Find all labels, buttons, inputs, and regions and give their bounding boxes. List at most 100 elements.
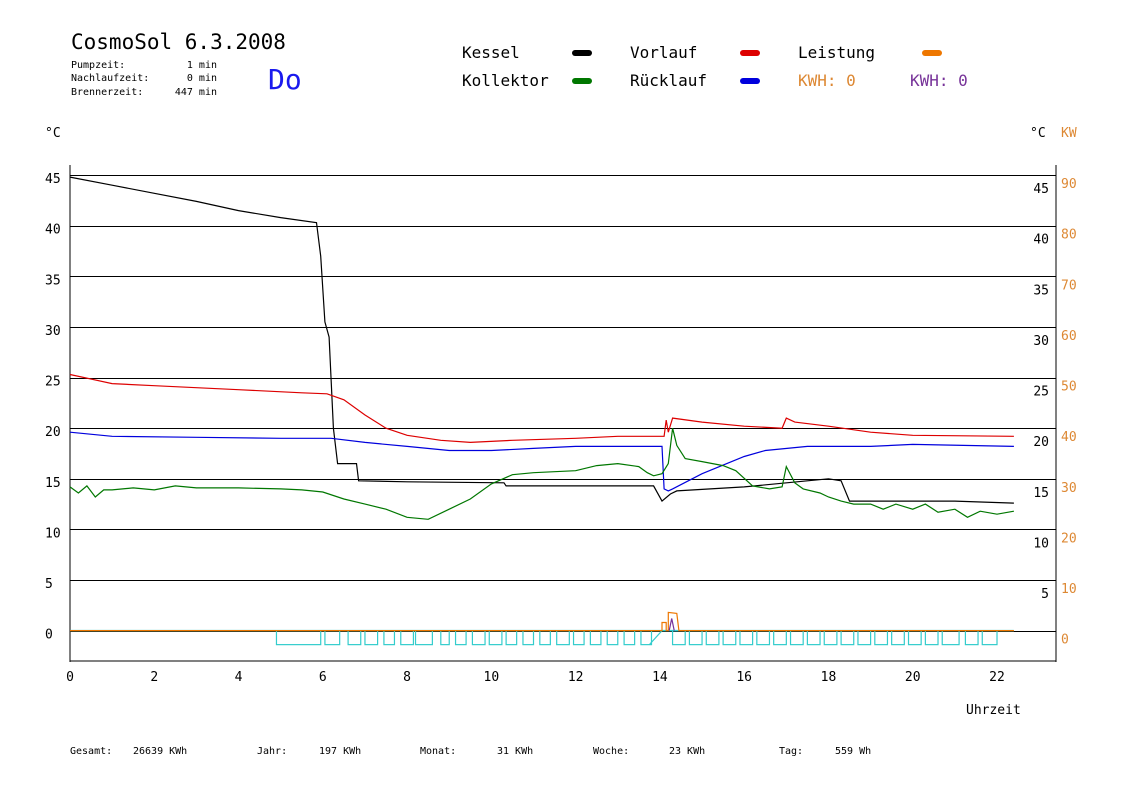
pump-box-5 <box>400 630 415 646</box>
pump-box-24 <box>739 630 754 646</box>
pump-box-32 <box>874 630 889 646</box>
x-tick-10: 10 <box>484 670 500 685</box>
series-kwh-spike <box>668 618 675 631</box>
y-tick-kw-40: 40 <box>1061 430 1077 445</box>
series-rcklauf-line <box>69 431 1014 492</box>
pump-box-3 <box>364 630 379 646</box>
x-tick-4: 4 <box>235 670 243 685</box>
y-tick-left-35: 35 <box>45 273 61 288</box>
footer-monat-value: 31 KWh <box>497 746 533 757</box>
y-tick-left-25: 25 <box>45 375 61 390</box>
y-tick-left-20: 20 <box>45 425 61 440</box>
pump-box-1 <box>324 630 341 646</box>
y-tick-right-45: 45 <box>1033 182 1049 197</box>
x-tick-6: 6 <box>319 670 327 685</box>
footer-jahr-label: Jahr: <box>257 746 287 757</box>
y-tick-kw-30: 30 <box>1061 481 1077 496</box>
y-tick-left-45: 45 <box>45 172 61 187</box>
footer-woche-label: Woche: <box>593 746 629 757</box>
pump-box-6 <box>414 630 433 646</box>
y-tick-right-15: 15 <box>1033 486 1049 501</box>
pump-box-31 <box>857 630 872 646</box>
stat-brennerzeit-value: 447 min <box>175 87 217 98</box>
pump-box-20 <box>671 630 686 646</box>
legend-kwh-purple: KWH: 0 <box>910 71 968 90</box>
stat-nachlaufzeit-label: Nachlaufzeit: <box>71 73 149 84</box>
y-tick-left-10: 10 <box>45 526 61 541</box>
footer-totals: Gesamt: 26639 KWh Jahr: 197 KWh Monat: 3… <box>70 746 871 757</box>
stat-brennerzeit-label: Brennerzeit: <box>71 87 143 98</box>
y-tick-left-30: 30 <box>45 324 61 339</box>
legend-kessel-label: Kessel <box>462 43 520 62</box>
y-tick-right-10: 10 <box>1033 536 1049 551</box>
x-tick-18: 18 <box>821 670 837 685</box>
footer-tag-label: Tag: <box>779 746 803 757</box>
pump-box-4 <box>383 630 396 646</box>
series-lines <box>69 176 1015 632</box>
series-kessel-line <box>69 176 1014 504</box>
y-tick-kw-0: 0 <box>1061 633 1069 648</box>
pump-box-11 <box>505 630 518 646</box>
footer-tag-value: 559 Wh <box>835 746 871 757</box>
tick-labels: 0510152025303540455101520253035404501020… <box>45 172 1077 685</box>
pump-box-38 <box>981 630 998 646</box>
stat-pumpzeit-label: Pumpzeit: <box>71 60 125 71</box>
y-tick-right-5: 5 <box>1041 587 1049 602</box>
x-tick-0: 0 <box>66 670 74 685</box>
chart-title: CosmoSol 6.3.2008 <box>71 30 286 54</box>
y-tick-kw-80: 80 <box>1061 228 1077 243</box>
y-tick-kw-60: 60 <box>1061 329 1077 344</box>
legend-vorlauf-swatch <box>740 50 760 56</box>
pump-box-29 <box>823 630 838 646</box>
stats-block: Pumpzeit: 1 min Nachlaufzeit: 0 min Bren… <box>71 60 217 98</box>
stat-nachlaufzeit-value: 0 min <box>187 73 217 84</box>
y-axis-label-kw: KW <box>1061 126 1077 141</box>
y-tick-right-25: 25 <box>1033 385 1049 400</box>
pump-box-21 <box>688 630 703 646</box>
y-tick-kw-50: 50 <box>1061 380 1077 395</box>
x-tick-14: 14 <box>652 670 668 685</box>
legend-vorlauf-label: Vorlauf <box>630 43 697 62</box>
pump-box-7 <box>440 630 450 646</box>
x-tick-22: 22 <box>989 670 1005 685</box>
pump-box-13 <box>539 630 551 646</box>
pump-box-12 <box>522 630 535 646</box>
pump-box-26 <box>773 630 787 646</box>
footer-woche-value: 23 KWh <box>669 746 705 757</box>
pump-box-30 <box>840 630 855 646</box>
y-axis-label-left: °C <box>45 126 61 141</box>
pump-box-8 <box>454 630 467 646</box>
pump-box-19 <box>640 630 653 646</box>
pump-box-37 <box>964 630 979 646</box>
grid <box>70 175 1056 632</box>
pump-box-0 <box>275 630 322 646</box>
x-tick-12: 12 <box>568 670 584 685</box>
legend-leistung-label: Leistung <box>798 43 875 62</box>
series-vorlauf-line <box>69 373 1014 444</box>
y-tick-right-20: 20 <box>1033 435 1049 450</box>
x-tick-16: 16 <box>736 670 752 685</box>
pump-box-10 <box>488 630 503 646</box>
pump-diagonal <box>648 630 663 646</box>
series-leistung-line <box>70 611 1014 632</box>
x-tick-8: 8 <box>403 670 411 685</box>
y-tick-kw-70: 70 <box>1061 278 1077 293</box>
y-tick-kw-20: 20 <box>1061 531 1077 546</box>
pump-box-36 <box>941 630 960 646</box>
weekday-label: Do <box>268 63 302 96</box>
y-axis-label-right: °C <box>1030 126 1046 141</box>
y-tick-left-40: 40 <box>45 223 61 238</box>
pump-box-18 <box>623 630 636 646</box>
y-tick-kw-90: 90 <box>1061 177 1077 192</box>
x-tick-2: 2 <box>150 670 158 685</box>
legend-ruecklauf-swatch <box>740 78 760 84</box>
pump-box-35 <box>924 630 939 646</box>
legend-ruecklauf-label: Rücklauf <box>630 71 707 90</box>
pump-box-22 <box>705 630 720 646</box>
pump-box-15 <box>572 630 585 646</box>
pump-box-2 <box>347 630 362 646</box>
stat-pumpzeit-value: 1 min <box>187 60 217 71</box>
pump-box-34 <box>907 630 922 646</box>
legend: Kessel Kollektor Vorlauf Rücklauf Leistu… <box>462 43 968 90</box>
y-tick-right-40: 40 <box>1033 233 1049 248</box>
